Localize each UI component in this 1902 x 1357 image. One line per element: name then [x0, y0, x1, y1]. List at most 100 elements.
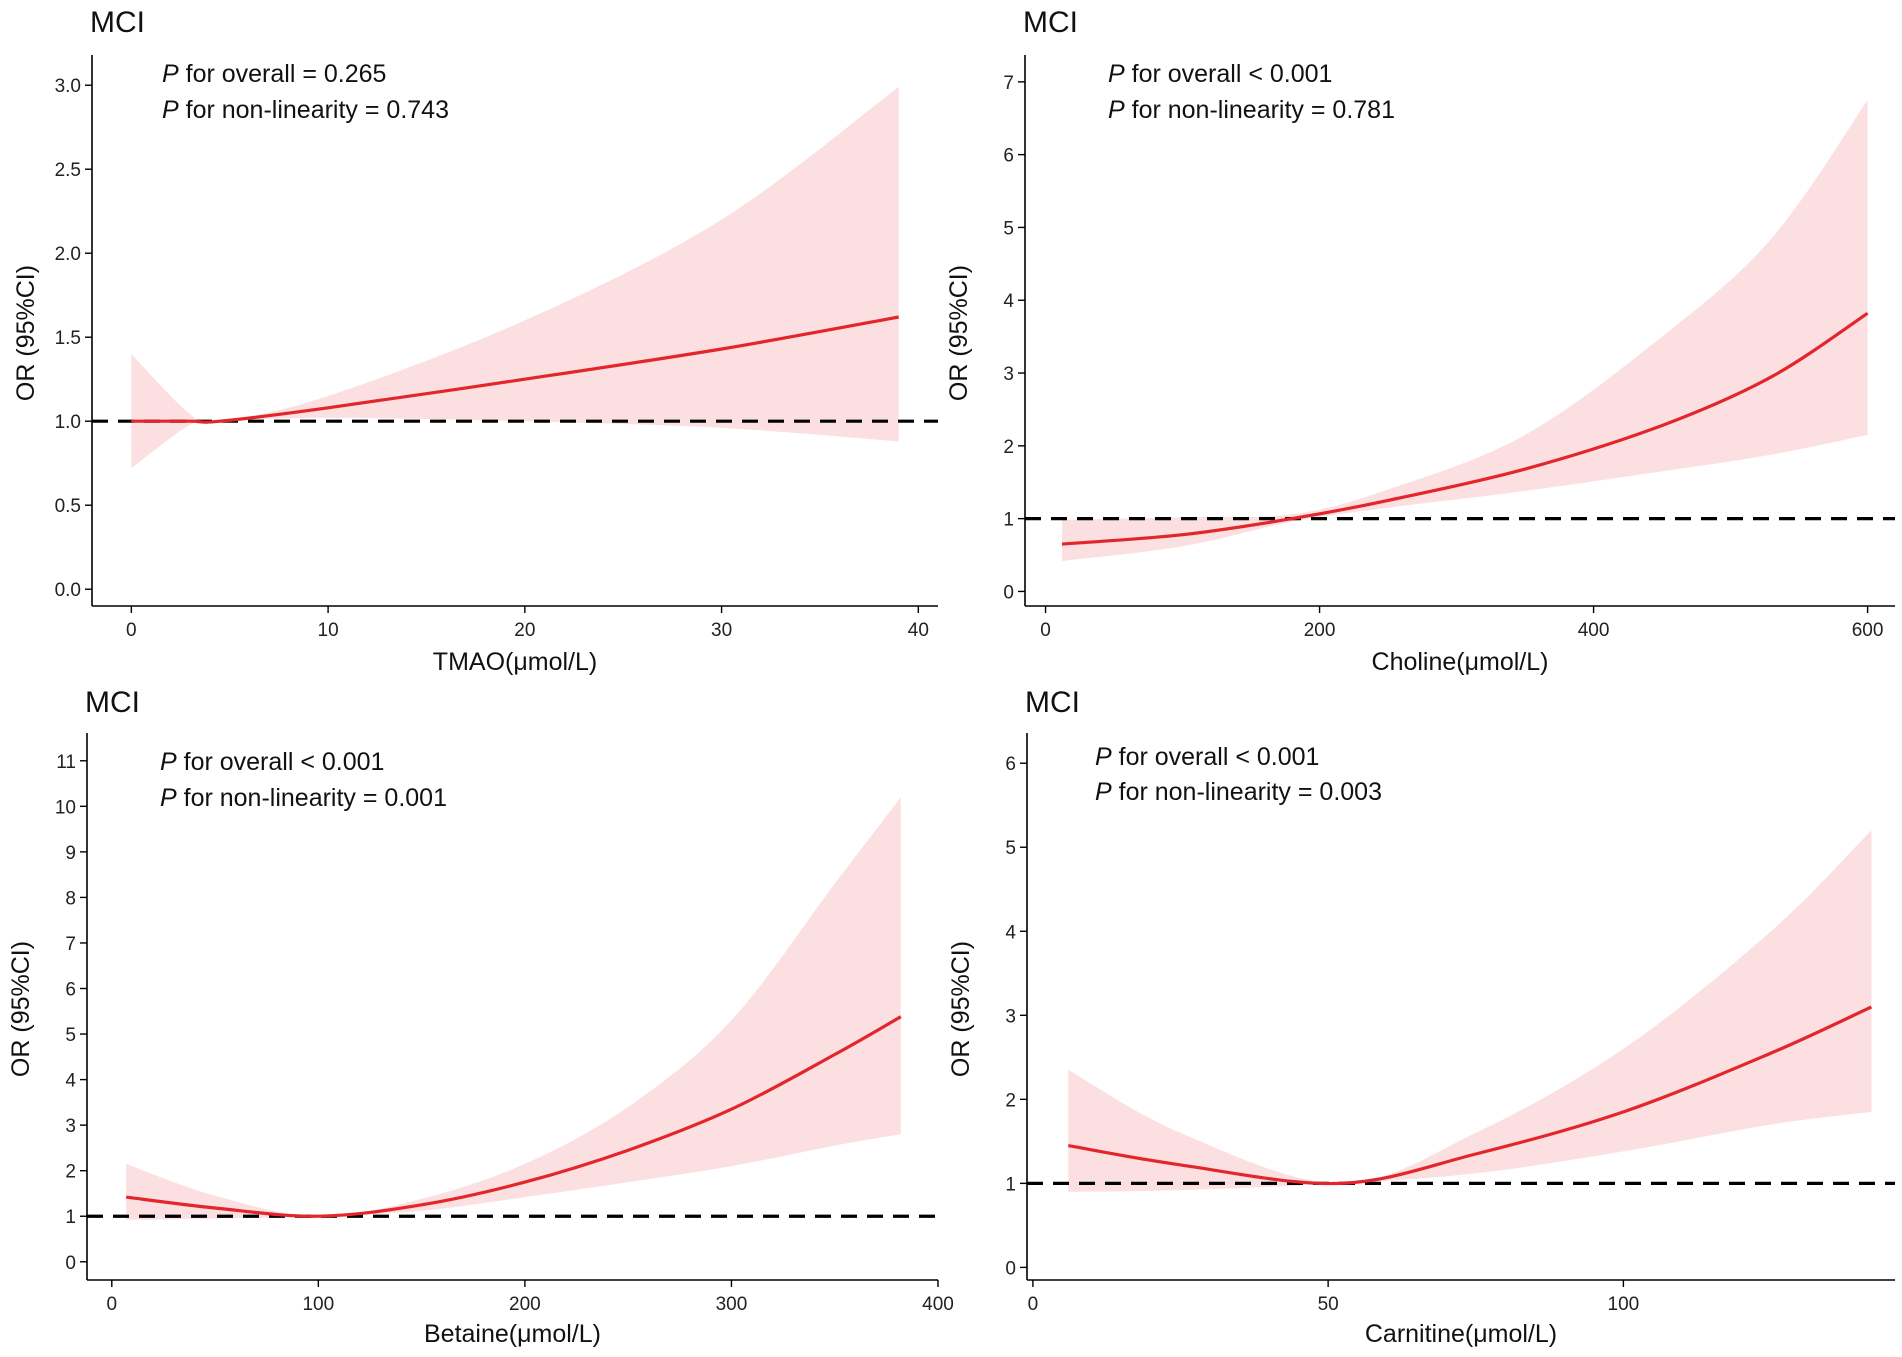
p-overall-annotation: P for overall < 0.001 — [160, 748, 384, 776]
y-tick-label: 4 — [1005, 922, 1016, 943]
y-tick-label: 7 — [65, 934, 76, 955]
or-curve — [126, 1015, 902, 1218]
y-tick-label: 3 — [65, 1116, 76, 1137]
p-value-text: for non-linearity = 0.743 — [179, 96, 449, 124]
confidence-band — [1068, 830, 1872, 1192]
x-axis-label: Choline(μmol/L) — [1372, 648, 1549, 676]
x-tick-label: 40 — [908, 620, 929, 641]
y-tick-label: 2 — [1005, 1090, 1016, 1111]
p-symbol: P — [1108, 60, 1125, 88]
panel-title: MCI — [90, 6, 145, 39]
y-tick-label: 4 — [1003, 291, 1014, 312]
p-symbol: P — [1095, 778, 1112, 806]
or-curve — [1068, 1005, 1873, 1186]
p-symbol: P — [160, 784, 177, 812]
x-axis-label: TMAO(μmol/L) — [433, 648, 597, 676]
y-tick-label: 4 — [65, 1071, 76, 1092]
chart-panel-1: 0.0 0.5 1.0 1.5 2.0 2.5 3.0 0 10 20 30 40 MCI TMAO(μm… — [12, 6, 938, 676]
x-tick-label: 600 — [1852, 620, 1884, 641]
p-value-text: for overall < 0.001 — [1125, 60, 1333, 88]
x-tick-label: 10 — [318, 620, 339, 641]
x-axis-label: Carnitine(μmol/L) — [1365, 1320, 1557, 1348]
y-tick-label: 3 — [1005, 1006, 1016, 1027]
y-tick-label: 9 — [65, 843, 76, 864]
or-curve — [1061, 311, 1869, 546]
x-tick-label: 200 — [1304, 620, 1336, 641]
p-value-text: for non-linearity = 0.001 — [177, 784, 447, 812]
y-axis-label: OR (95%CI) — [945, 265, 973, 401]
x-tick-label: 400 — [922, 1294, 954, 1315]
p-symbol: P — [162, 96, 179, 124]
p-value-text: for overall < 0.001 — [177, 748, 385, 776]
x-tick-label: 50 — [1318, 1294, 1339, 1315]
p-symbol: P — [162, 60, 179, 88]
p-symbol: P — [1108, 96, 1125, 124]
p-nonlinearity-annotation: P for non-linearity = 0.781 — [1108, 96, 1395, 124]
y-tick-label: 1 — [65, 1207, 76, 1228]
x-tick-label: 100 — [302, 1294, 334, 1315]
y-tick-label: 8 — [65, 888, 76, 909]
x-tick-label: 300 — [716, 1294, 748, 1315]
p-symbol: P — [1095, 743, 1112, 771]
y-tick-label: 11 — [56, 752, 76, 773]
p-overall-annotation: P for overall = 0.265 — [162, 60, 386, 88]
y-axis-label: OR (95%CI) — [7, 941, 35, 1077]
or-curve — [131, 315, 899, 424]
x-tick-label: 0 — [1028, 1294, 1039, 1315]
y-tick-label: 6 — [1003, 146, 1014, 167]
y-tick-label: 1.0 — [55, 412, 81, 433]
x-tick-label: 400 — [1578, 620, 1610, 641]
p-overall-annotation: P for overall < 0.001 — [1095, 743, 1319, 771]
confidence-band — [126, 797, 901, 1220]
chart-panel-4: 0 1 2 3 4 5 6 0 50 100 MCI Carnitine(μmol/L) OR (95%… — [947, 686, 1895, 1348]
x-tick-label: 200 — [509, 1294, 541, 1315]
y-tick-label: 0.0 — [55, 580, 81, 601]
p-overall-annotation: P for overall < 0.001 — [1108, 60, 1332, 88]
y-tick-label: 2 — [65, 1162, 76, 1183]
x-tick-label: 0 — [106, 1294, 117, 1315]
p-value-text: for overall < 0.001 — [1112, 743, 1320, 771]
p-value-text: for overall = 0.265 — [179, 60, 387, 88]
p-value-text: for non-linearity = 0.003 — [1112, 778, 1382, 806]
p-symbol: P — [160, 748, 177, 776]
x-tick-label: 30 — [711, 620, 732, 641]
p-nonlinearity-annotation: P for non-linearity = 0.743 — [162, 96, 449, 124]
y-tick-label: 7 — [1003, 73, 1014, 94]
y-tick-label: 0 — [1005, 1258, 1016, 1279]
y-tick-label: 0.5 — [55, 496, 81, 517]
x-tick-label: 0 — [1040, 620, 1051, 641]
y-axis-label: OR (95%CI) — [947, 941, 975, 1077]
y-tick-label: 5 — [1005, 838, 1016, 859]
confidence-band — [1062, 100, 1868, 561]
p-value-text: for non-linearity = 0.781 — [1125, 96, 1395, 124]
x-tick-label: 100 — [1608, 1294, 1640, 1315]
y-tick-label: 2 — [1003, 437, 1014, 458]
y-tick-label: 2.0 — [55, 244, 81, 265]
confidence-band — [131, 86, 899, 469]
y-tick-label: 3.0 — [55, 76, 81, 97]
y-tick-label: 1 — [1005, 1174, 1016, 1195]
p-nonlinearity-annotation: P for non-linearity = 0.003 — [1095, 778, 1382, 806]
panel-title: MCI — [85, 686, 140, 719]
y-tick-label: 3 — [1003, 364, 1014, 385]
y-axis-label: OR (95%CI) — [12, 265, 40, 401]
x-tick-label: 0 — [126, 620, 137, 641]
y-tick-label: 0 — [1003, 582, 1014, 603]
panel-title: MCI — [1023, 6, 1078, 39]
panel-title: MCI — [1025, 686, 1080, 719]
p-nonlinearity-annotation: P for non-linearity = 0.001 — [160, 784, 447, 812]
x-axis-label: Betaine(μmol/L) — [424, 1320, 601, 1348]
y-tick-label: 2.5 — [55, 160, 81, 181]
x-tick-label: 20 — [514, 620, 535, 641]
y-tick-label: 10 — [55, 797, 76, 818]
chart-panel-2: 0 1 2 3 4 5 6 7 0 200 400 600 MCI Choline(μmol/L) OR (… — [945, 6, 1895, 676]
y-tick-label: 6 — [65, 980, 76, 1001]
y-tick-label: 5 — [1003, 218, 1014, 239]
chart-panel-3: 0 1 2 3 4 5 6 7 8 9 10 11 0 100 200 300 400 MCI Betaine(μm… — [7, 686, 954, 1348]
y-tick-label: 1 — [1003, 510, 1014, 531]
y-tick-label: 6 — [1005, 754, 1016, 775]
y-tick-label: 1.5 — [55, 328, 81, 349]
y-tick-label: 0 — [65, 1253, 76, 1274]
y-tick-label: 5 — [65, 1025, 76, 1046]
